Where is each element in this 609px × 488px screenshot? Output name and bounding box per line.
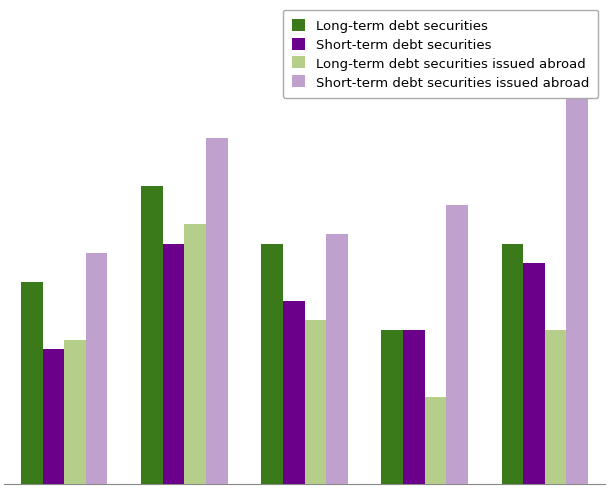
Bar [21,283,43,484]
Bar [43,349,64,484]
Bar [446,205,468,484]
Legend: Long-term debt securities, Short-term debt securities, Long-term debt securities: Long-term debt securities, Short-term de… [283,11,598,99]
Bar [304,321,326,484]
Bar [141,186,163,484]
Bar [424,398,446,484]
Bar [523,263,545,484]
Bar [206,139,228,484]
Bar [403,330,424,484]
Bar [185,225,206,484]
Bar [545,330,566,484]
Bar [381,330,403,484]
Bar [326,234,348,484]
Bar [64,340,86,484]
Bar [86,254,107,484]
Bar [502,244,523,484]
Bar [163,244,185,484]
Bar [261,244,283,484]
Bar [283,302,304,484]
Bar [566,100,588,484]
